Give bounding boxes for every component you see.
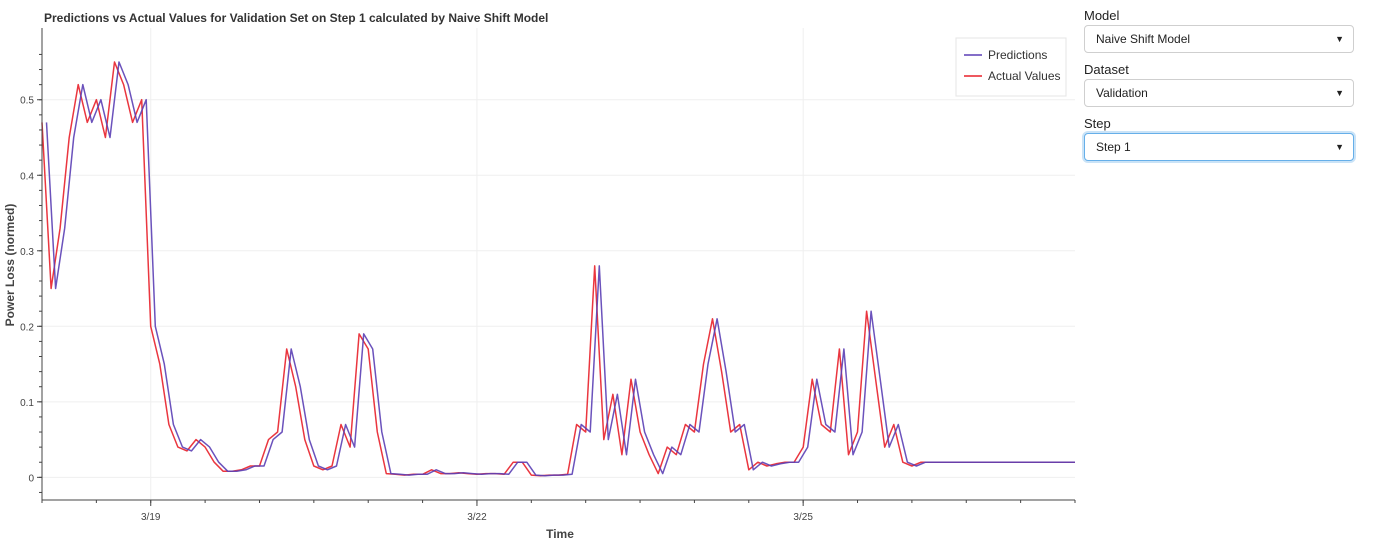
series-line-actual-values [41,61,1075,477]
y-tick-label: 0.4 [20,171,34,182]
legend-label: Actual Values [988,69,1061,83]
step-select[interactable]: Step 1 ▼ [1084,133,1354,161]
model-select[interactable]: Naive Shift Model ▼ [1084,25,1354,53]
triangle-down-icon: ▼ [1335,142,1344,152]
dataset-field: Dataset Validation ▼ [1084,62,1354,107]
legend-label: Predictions [988,48,1047,62]
chart-area: 0 0.1 0.2 0.3 0.4 0.5 3/19 3/22 3/25 Predictions… [3,11,1076,541]
triangle-down-icon: ▼ [1335,34,1344,44]
x-tick-label: 3/25 [793,512,813,523]
x-tick-label: 3/22 [467,512,487,523]
step-label: Step [1084,116,1111,131]
chart-svg: 0 0.1 0.2 0.3 0.4 0.5 3/19 3/22 3/25 Predictions… [3,11,1076,541]
grid [42,28,1075,500]
series-line-predictions [45,61,1075,477]
series [41,61,1075,477]
model-label: Model [1084,8,1120,23]
y-tick-label: 0.1 [20,398,34,409]
y-tick-label: 0.2 [20,322,34,333]
controls-panel: Model Naive Shift Model ▼ Dataset Valida… [1084,8,1354,170]
y-tick-label: 0 [28,473,34,484]
y-tick-label: 0.5 [20,96,34,107]
triangle-down-icon: ▼ [1335,88,1344,98]
legend: Predictions Actual Values [955,37,1067,97]
dataset-select-value: Validation [1096,86,1148,100]
y-tick-label: 0.3 [20,247,34,258]
step-select-value: Step 1 [1096,140,1131,154]
axes: 0 0.1 0.2 0.3 0.4 0.5 3/19 3/22 3/25 [20,28,1076,523]
chart-title: Predictions vs Actual Values for Validat… [44,11,548,25]
model-select-value: Naive Shift Model [1096,32,1191,46]
dataset-label: Dataset [1084,62,1129,77]
y-axis-label: Power Loss (normed) [3,204,17,327]
dataset-select[interactable]: Validation ▼ [1084,79,1354,107]
legend-box [955,37,1067,97]
step-field: Step Step 1 ▼ [1084,116,1354,161]
model-field: Model Naive Shift Model ▼ [1084,8,1354,53]
x-axis-label: Time [546,527,574,541]
x-tick-label: 3/19 [141,512,161,523]
